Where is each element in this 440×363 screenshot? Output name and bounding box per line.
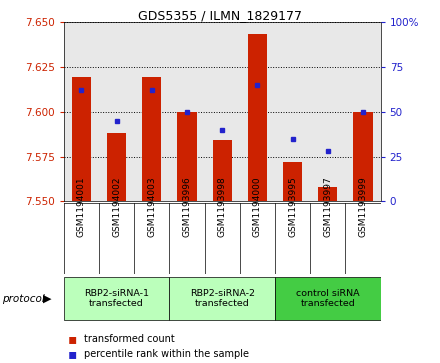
- Bar: [353, 112, 373, 201]
- Text: GSM1193997: GSM1193997: [323, 176, 332, 237]
- Bar: [318, 187, 337, 201]
- Bar: [213, 140, 232, 201]
- FancyBboxPatch shape: [64, 277, 169, 320]
- Text: RBP2-siRNA-1
transfected: RBP2-siRNA-1 transfected: [84, 289, 149, 308]
- Bar: [72, 77, 91, 201]
- Text: GDS5355 / ILMN_1829177: GDS5355 / ILMN_1829177: [138, 9, 302, 22]
- Bar: [248, 34, 267, 201]
- Text: ▪: ▪: [68, 333, 77, 346]
- Text: transformed count: transformed count: [84, 334, 174, 344]
- Text: RBP2-siRNA-2
transfected: RBP2-siRNA-2 transfected: [190, 289, 255, 308]
- Text: ▪: ▪: [68, 347, 77, 361]
- Text: percentile rank within the sample: percentile rank within the sample: [84, 349, 249, 359]
- Bar: [107, 133, 126, 201]
- Bar: [283, 162, 302, 201]
- Text: GSM1193996: GSM1193996: [183, 176, 191, 237]
- Text: GSM1194001: GSM1194001: [77, 177, 86, 237]
- Text: GSM1194002: GSM1194002: [112, 177, 121, 237]
- Text: ▶: ▶: [43, 294, 51, 303]
- Bar: [177, 112, 197, 201]
- Text: protocol: protocol: [2, 294, 45, 303]
- Text: GSM1194003: GSM1194003: [147, 177, 156, 237]
- Text: GSM1193995: GSM1193995: [288, 176, 297, 237]
- Text: GSM1194000: GSM1194000: [253, 177, 262, 237]
- Text: control siRNA
transfected: control siRNA transfected: [296, 289, 359, 308]
- Text: GSM1193999: GSM1193999: [359, 176, 367, 237]
- Bar: [142, 77, 161, 201]
- FancyBboxPatch shape: [275, 277, 381, 320]
- FancyBboxPatch shape: [169, 277, 275, 320]
- Text: GSM1193998: GSM1193998: [218, 176, 227, 237]
